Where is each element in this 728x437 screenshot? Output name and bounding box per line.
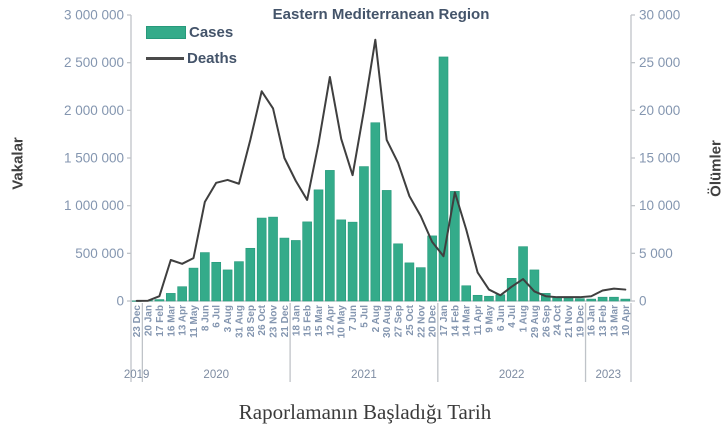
svg-text:29 Aug: 29 Aug: [530, 305, 541, 338]
svg-text:0: 0: [639, 294, 647, 309]
legend-item-deaths: Deaths: [146, 45, 237, 71]
bars-series-cases: [131, 56, 631, 302]
svg-text:1 000 000: 1 000 000: [64, 198, 124, 213]
svg-text:3 000 000: 3 000 000: [64, 8, 124, 23]
left-axis-ticks: 0 500 000 1 000 000 1 500 000 2 000 000 2 500…: [64, 8, 131, 309]
svg-text:15 Feb: 15 Feb: [303, 305, 314, 337]
svg-text:0: 0: [116, 294, 124, 309]
svg-text:2021: 2021: [351, 369, 377, 381]
svg-text:21 Dec: 21 Dec: [280, 305, 291, 338]
svg-text:1 Aug: 1 Aug: [519, 305, 530, 332]
svg-text:20 Dec: 20 Dec: [428, 305, 439, 338]
svg-text:2 500 000: 2 500 000: [64, 55, 124, 70]
svg-text:5 000: 5 000: [639, 246, 673, 261]
svg-text:20 000: 20 000: [639, 103, 680, 118]
svg-text:24 Oct: 24 Oct: [553, 304, 564, 335]
right-axis-ticks: 0 5 000 10 000 15 000 20 000 25 000 30 000: [631, 8, 680, 309]
svg-text:13 Feb: 13 Feb: [598, 305, 609, 337]
svg-text:23 Nov: 23 Nov: [269, 305, 280, 338]
svg-text:10 000: 10 000: [639, 198, 680, 213]
svg-text:14 Mar: 14 Mar: [462, 305, 473, 337]
svg-text:2022: 2022: [499, 369, 525, 381]
svg-text:25 Oct: 25 Oct: [405, 304, 416, 335]
chart-title: Eastern Mediterranean Region: [272, 6, 490, 23]
x-axis-date-labels: 23 Dec 20 Jan 17 Feb 16 Mar 13 Apr 11 May 8 Ju…: [132, 304, 632, 338]
y-axis-title-right: Ölümler: [707, 140, 725, 197]
svg-text:20 Jan: 20 Jan: [144, 305, 155, 336]
svg-text:2023: 2023: [595, 369, 621, 381]
svg-text:14 Feb: 14 Feb: [450, 305, 461, 337]
svg-text:2 000 000: 2 000 000: [64, 103, 124, 118]
svg-text:19 Dec: 19 Dec: [575, 305, 586, 338]
cases-swatch-icon: [146, 25, 186, 39]
svg-text:11 Apr: 11 Apr: [473, 305, 484, 335]
svg-text:27 Sep: 27 Sep: [394, 305, 405, 337]
svg-text:16 Jan: 16 Jan: [587, 305, 598, 336]
svg-text:21 Nov: 21 Nov: [564, 305, 575, 338]
legend-label-deaths: Deaths: [187, 49, 238, 67]
deaths-swatch-icon: [146, 56, 184, 60]
svg-text:18 Jan: 18 Jan: [291, 305, 302, 336]
svg-text:8 Jun: 8 Jun: [200, 305, 211, 331]
svg-text:15 Mar: 15 Mar: [314, 305, 325, 337]
svg-text:16 Mar: 16 Mar: [166, 305, 177, 337]
svg-text:13 Mar: 13 Mar: [609, 305, 620, 337]
legend-item-cases: Cases: [146, 19, 237, 45]
svg-text:22 Nov: 22 Nov: [416, 305, 427, 338]
svg-text:30 000: 30 000: [639, 8, 680, 23]
svg-text:13 Apr: 13 Apr: [178, 305, 189, 336]
svg-text:12 Apr: 12 Apr: [325, 305, 336, 336]
svg-text:6 Jun: 6 Jun: [496, 305, 507, 331]
svg-text:17 Jan: 17 Jan: [439, 305, 450, 336]
svg-text:500 000: 500 000: [75, 246, 124, 261]
svg-text:2019: 2019: [124, 369, 150, 381]
svg-text:30 Aug: 30 Aug: [382, 305, 393, 338]
svg-text:31 Aug: 31 Aug: [234, 305, 245, 338]
y-axis-title-left: Vakalar: [9, 137, 27, 190]
svg-text:15 000: 15 000: [639, 151, 680, 166]
svg-text:10 Apr: 10 Apr: [621, 305, 632, 336]
svg-text:26 Oct: 26 Oct: [257, 304, 268, 335]
deaths-line: [135, 38, 627, 302]
svg-text:25 000: 25 000: [639, 55, 680, 70]
year-axis: 2019 2020 2021 2022 2023: [124, 301, 632, 382]
svg-text:17 Feb: 17 Feb: [155, 305, 166, 337]
svg-text:23 Dec: 23 Dec: [132, 305, 143, 338]
svg-text:5 Jul: 5 Jul: [359, 305, 370, 328]
svg-text:28 Sep: 28 Sep: [246, 305, 257, 337]
x-axis-title: Raporlamanın Başladığı Tarih: [238, 400, 492, 424]
svg-text:4 Jul: 4 Jul: [507, 305, 518, 328]
svg-text:10 May: 10 May: [337, 305, 348, 339]
svg-text:2 Aug: 2 Aug: [371, 305, 382, 332]
svg-text:2020: 2020: [203, 369, 229, 381]
svg-text:9 May: 9 May: [484, 305, 495, 333]
legend-label-cases: Cases: [189, 23, 234, 41]
svg-text:6 Jul: 6 Jul: [212, 305, 223, 328]
legend: Cases Deaths: [146, 19, 237, 71]
svg-text:26 Sep: 26 Sep: [541, 305, 552, 337]
svg-text:3 Aug: 3 Aug: [223, 305, 234, 332]
svg-text:11 May: 11 May: [189, 305, 200, 338]
svg-text:7 Jun: 7 Jun: [348, 305, 359, 331]
svg-text:1 500 000: 1 500 000: [64, 151, 124, 166]
